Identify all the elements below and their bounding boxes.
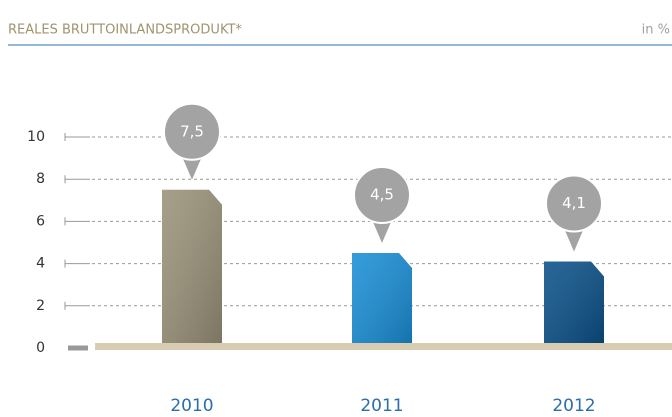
y-tick-label: 6 bbox=[36, 213, 45, 229]
y-tick-label: 8 bbox=[36, 171, 45, 187]
bar-shade bbox=[544, 261, 604, 343]
bubble bbox=[545, 174, 603, 233]
bubble bbox=[163, 102, 221, 161]
baseline bbox=[95, 343, 672, 350]
x-tick-label: 2011 bbox=[360, 396, 403, 416]
bar-shade bbox=[162, 189, 222, 343]
y-tick-label: 2 bbox=[36, 298, 45, 314]
value-label: 4,1 bbox=[562, 194, 586, 212]
value-label: 7,5 bbox=[180, 122, 204, 140]
y-tick-label: 4 bbox=[36, 256, 45, 272]
value-label: 4,5 bbox=[370, 186, 394, 204]
unit-label: in % bbox=[642, 23, 670, 38]
y-tick-label: 0 bbox=[36, 340, 45, 356]
x-tick-label: 2010 bbox=[170, 396, 213, 416]
chart-title: REALES BRUTTOINLANDSPRODUKT* bbox=[8, 23, 242, 38]
x-tick-label: 2012 bbox=[552, 396, 595, 416]
bubble bbox=[353, 166, 411, 225]
y-tick-label: 10 bbox=[27, 129, 45, 145]
bar-shade bbox=[352, 253, 412, 343]
